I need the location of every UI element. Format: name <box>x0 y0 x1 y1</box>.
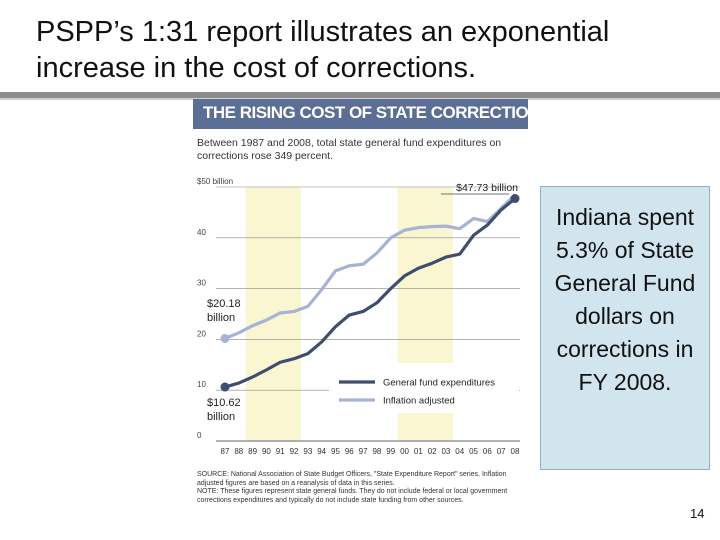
chart-source: SOURCE: National Association of State Bu… <box>197 471 507 487</box>
callout-box: Indiana spent 5.3% of State General Fund… <box>540 186 710 470</box>
x-tick-label: 92 <box>290 447 299 456</box>
y-tick-label: $50 billion <box>197 177 233 186</box>
chart-subtitle: Between 1987 and 2008, total state gener… <box>197 137 502 162</box>
callout-text: Indiana spent 5.3% of State General Fund… <box>554 204 696 395</box>
x-tick-label: 07 <box>497 447 506 456</box>
series-line-0 <box>224 197 517 389</box>
start-label-inflation: $20.18 billion <box>207 298 241 324</box>
x-tick-label: 87 <box>221 447 230 456</box>
end-point-general-fund <box>510 194 520 204</box>
chart-figure: THE RISING COST OF STATE CORRECTIONS Bet… <box>193 99 551 527</box>
chart-title: THE RISING COST OF STATE CORRECTIONS <box>203 103 551 122</box>
x-tick-label: 08 <box>511 447 520 456</box>
chart-note: NOTE: These figures represent state gene… <box>197 488 508 504</box>
title-band: PSPP’s 1:31 report illustrates an expone… <box>0 0 720 96</box>
y-tick-label: 10 <box>197 380 206 389</box>
slide-title: PSPP’s 1:31 report illustrates an expone… <box>36 16 610 84</box>
start-label-general-fund: $10.62 billion <box>207 397 241 423</box>
y-tick-label: 40 <box>197 228 206 237</box>
x-tick-label: 05 <box>469 447 478 456</box>
x-tick-label: 96 <box>345 447 354 456</box>
x-tick-label: 89 <box>248 447 257 456</box>
chart-source-note: SOURCE: National Association of State Bu… <box>197 471 523 505</box>
y-tick-label: 30 <box>197 279 206 288</box>
y-tick-label: 0 <box>197 431 202 440</box>
start-point-inflation <box>220 333 230 343</box>
x-tick-label: 97 <box>359 447 368 456</box>
x-tick-label: 90 <box>262 447 271 456</box>
x-tick-label: 95 <box>331 447 340 456</box>
x-tick-label: 02 <box>428 447 437 456</box>
chart-header: THE RISING COST OF STATE CORRECTIONS <box>193 99 551 129</box>
legend-label-0: General fund expenditures <box>383 378 495 389</box>
legend-label-1: Inflation adjusted <box>383 396 455 407</box>
legend-box <box>329 363 519 413</box>
x-tick-label: 06 <box>483 447 492 456</box>
x-tick-label: 00 <box>400 447 409 456</box>
series-line-1 <box>224 193 517 340</box>
title-divider <box>0 92 720 98</box>
x-tick-label: 03 <box>441 447 450 456</box>
highlight-band-0 <box>245 187 301 441</box>
x-tick-label: 88 <box>234 447 243 456</box>
x-tick-label: 91 <box>276 447 285 456</box>
x-tick-label: 99 <box>386 447 395 456</box>
y-tick-label: 20 <box>197 329 206 338</box>
start-point-general-fund <box>220 382 230 392</box>
x-tick-label: 93 <box>303 447 312 456</box>
x-tick-label: 98 <box>372 447 381 456</box>
x-tick-label: 01 <box>414 447 423 456</box>
end-value-label: $47.73 billion <box>456 182 518 194</box>
x-tick-label: 94 <box>317 447 326 456</box>
x-tick-label: 04 <box>455 447 464 456</box>
page-number: 14 <box>690 506 705 521</box>
